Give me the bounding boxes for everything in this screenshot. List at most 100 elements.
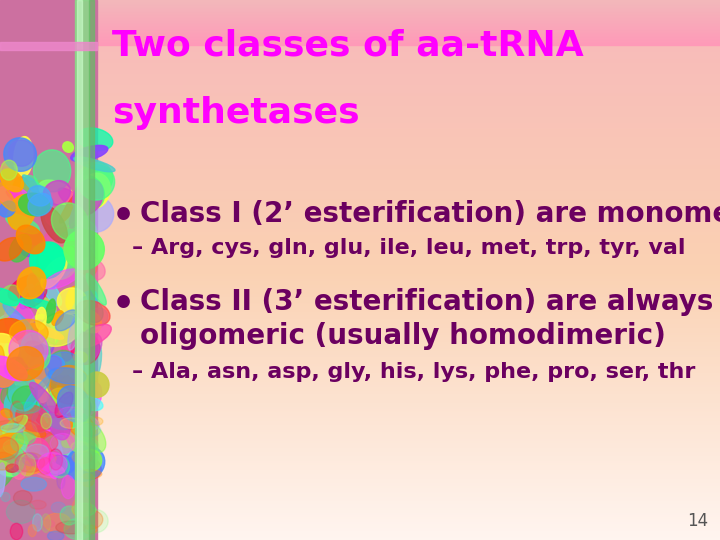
Ellipse shape xyxy=(24,341,44,356)
Bar xyxy=(0,270,720,272)
Ellipse shape xyxy=(28,385,47,412)
Ellipse shape xyxy=(12,441,30,457)
Bar xyxy=(0,88,720,90)
Ellipse shape xyxy=(21,333,50,370)
Bar xyxy=(0,491,720,493)
Bar xyxy=(0,77,720,79)
Ellipse shape xyxy=(1,169,23,192)
Ellipse shape xyxy=(44,513,71,532)
Bar xyxy=(0,38,720,39)
Bar xyxy=(0,201,720,204)
Ellipse shape xyxy=(77,128,113,151)
Bar xyxy=(0,401,720,403)
Bar xyxy=(0,513,720,515)
Ellipse shape xyxy=(34,250,59,288)
Bar xyxy=(0,108,720,110)
Bar xyxy=(0,250,720,252)
Bar xyxy=(0,81,720,83)
Bar xyxy=(0,178,720,180)
Bar xyxy=(0,16,720,18)
Ellipse shape xyxy=(30,382,58,413)
Bar xyxy=(0,70,720,72)
Ellipse shape xyxy=(84,525,97,534)
Bar xyxy=(0,5,720,6)
Bar xyxy=(0,29,720,30)
Bar xyxy=(0,146,720,147)
Bar xyxy=(0,150,720,151)
Ellipse shape xyxy=(27,364,50,389)
Bar xyxy=(0,261,720,263)
Bar xyxy=(0,2,720,4)
Ellipse shape xyxy=(3,304,35,334)
Bar xyxy=(0,66,720,69)
Ellipse shape xyxy=(72,497,91,518)
Bar xyxy=(0,342,720,344)
Ellipse shape xyxy=(24,285,47,308)
Ellipse shape xyxy=(58,188,90,215)
Bar xyxy=(0,99,720,101)
Bar xyxy=(0,17,720,18)
Ellipse shape xyxy=(51,203,88,240)
Bar xyxy=(0,444,720,447)
Bar xyxy=(0,308,720,309)
Bar xyxy=(0,432,720,434)
Ellipse shape xyxy=(0,437,19,460)
Bar xyxy=(0,185,720,187)
Ellipse shape xyxy=(30,501,46,509)
Bar xyxy=(0,425,720,427)
Bar xyxy=(0,18,720,19)
Bar xyxy=(0,41,720,42)
Ellipse shape xyxy=(40,241,77,280)
Bar xyxy=(0,157,720,158)
Bar xyxy=(0,93,720,96)
Text: oligomeric (usually homodimeric): oligomeric (usually homodimeric) xyxy=(140,322,666,350)
Ellipse shape xyxy=(41,445,58,479)
Bar xyxy=(0,11,720,12)
Bar xyxy=(0,302,720,304)
Bar xyxy=(0,274,720,275)
Ellipse shape xyxy=(39,406,63,417)
Ellipse shape xyxy=(1,332,9,341)
Bar xyxy=(0,286,720,288)
Bar xyxy=(0,373,720,374)
Bar xyxy=(0,248,720,250)
Bar xyxy=(0,23,720,25)
Ellipse shape xyxy=(17,417,46,437)
Bar xyxy=(0,18,720,20)
Bar xyxy=(0,140,720,142)
Bar xyxy=(0,474,720,475)
Bar xyxy=(0,447,720,448)
Bar xyxy=(0,43,720,45)
Bar xyxy=(0,153,720,155)
Bar xyxy=(0,13,720,14)
Ellipse shape xyxy=(72,503,96,516)
Ellipse shape xyxy=(0,238,23,261)
Ellipse shape xyxy=(17,422,37,444)
Ellipse shape xyxy=(12,386,36,409)
Bar xyxy=(0,137,720,139)
Bar xyxy=(0,74,720,76)
Ellipse shape xyxy=(85,372,109,397)
Bar xyxy=(0,410,720,412)
Bar xyxy=(0,275,720,277)
Bar xyxy=(0,320,720,322)
Ellipse shape xyxy=(17,439,48,463)
Ellipse shape xyxy=(47,388,73,415)
Ellipse shape xyxy=(78,423,101,437)
Ellipse shape xyxy=(28,193,53,216)
Ellipse shape xyxy=(55,392,73,417)
Bar xyxy=(0,4,720,5)
Bar xyxy=(0,319,720,320)
Bar xyxy=(0,36,720,38)
Ellipse shape xyxy=(76,457,102,479)
Bar xyxy=(0,130,720,131)
Ellipse shape xyxy=(17,225,45,254)
Ellipse shape xyxy=(19,298,55,309)
Bar xyxy=(0,358,720,360)
Bar xyxy=(0,50,720,52)
Bar xyxy=(0,417,720,420)
Ellipse shape xyxy=(71,145,108,161)
Bar xyxy=(0,12,720,13)
Bar xyxy=(0,194,720,196)
Bar xyxy=(0,85,720,86)
